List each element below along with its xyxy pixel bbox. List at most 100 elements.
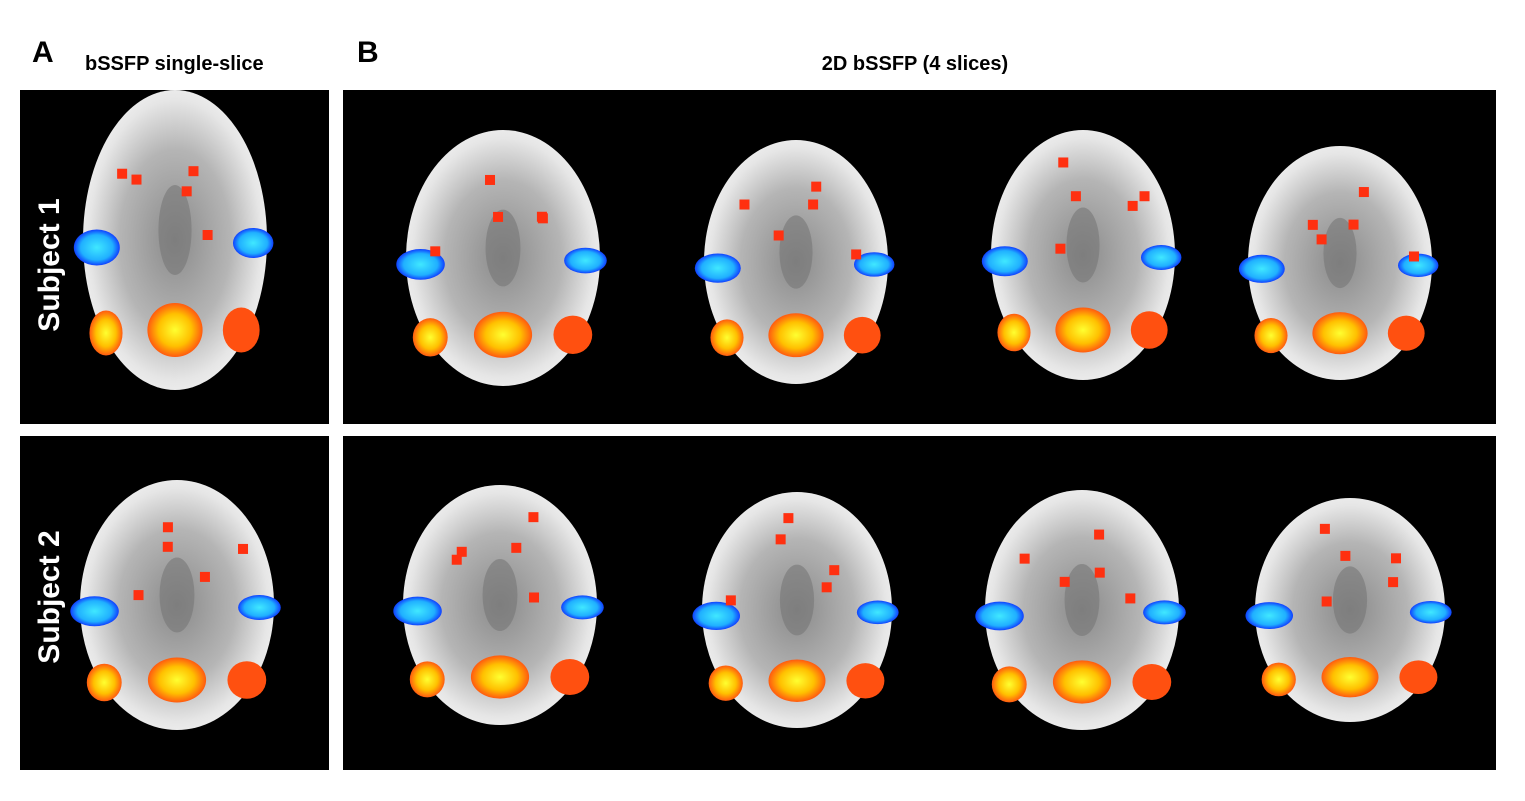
- ventricle: [482, 559, 518, 631]
- activation-blob: [89, 310, 123, 356]
- activation-voxel: [1307, 219, 1318, 230]
- activation-voxel: [1388, 577, 1399, 588]
- activation-voxel: [1019, 553, 1030, 564]
- deactivation-blob: [692, 601, 740, 631]
- activation-blob: [147, 657, 207, 703]
- activation-blob: [86, 663, 122, 702]
- ventricle: [779, 564, 815, 636]
- activation-voxel: [808, 199, 819, 210]
- activation-voxel: [202, 230, 213, 240]
- activation-voxel: [181, 186, 192, 197]
- activation-voxel: [775, 534, 786, 545]
- deactivation-blob: [70, 596, 119, 627]
- activation-blob: [1254, 317, 1288, 354]
- activation-voxel: [783, 513, 794, 524]
- activation-voxel: [162, 541, 173, 552]
- activation-blob: [553, 315, 593, 354]
- activation-blob: [768, 659, 826, 703]
- panel-letter: B: [357, 36, 379, 69]
- activation-voxel: [1408, 251, 1419, 262]
- activation-voxel: [829, 565, 840, 576]
- activation-voxel: [238, 543, 249, 554]
- ventricle: [1064, 564, 1100, 636]
- activation-blob: [997, 313, 1031, 352]
- ventricle: [159, 557, 195, 633]
- deactivation-blob: [1245, 602, 1293, 630]
- deactivation-blob: [694, 253, 741, 283]
- ventricle: [1066, 207, 1100, 283]
- activation-voxel: [1094, 529, 1105, 540]
- activation-voxel: [131, 174, 142, 185]
- brain-images: [70, 90, 1452, 730]
- activation-blob: [1399, 660, 1438, 694]
- activation-voxel: [1070, 191, 1081, 202]
- activation-blob: [222, 307, 260, 353]
- deactivation-blob: [981, 246, 1028, 277]
- row-label: Subject 2: [33, 530, 66, 663]
- activation-blob: [412, 318, 448, 357]
- row-label: Subject 1: [33, 198, 66, 331]
- activation-blob: [768, 313, 824, 358]
- deactivation-blob: [564, 247, 607, 274]
- activation-voxel: [536, 211, 547, 222]
- panel-title: 2D bSSFP (4 slices): [822, 53, 1008, 75]
- activation-blob: [470, 655, 530, 699]
- activation-voxel: [511, 542, 522, 553]
- activation-voxel: [188, 166, 199, 177]
- panel-letter: A: [32, 36, 54, 69]
- activation-blob: [1312, 312, 1368, 355]
- activation-voxel: [199, 571, 210, 582]
- activation-blob: [1387, 315, 1425, 351]
- activation-voxel: [1058, 157, 1069, 168]
- activation-blob: [710, 319, 744, 356]
- activation-voxel: [1321, 596, 1332, 607]
- activation-voxel: [1319, 523, 1330, 534]
- deactivation-blob: [561, 595, 604, 620]
- ventricle: [1332, 566, 1368, 634]
- activation-voxel: [1094, 567, 1105, 578]
- activation-voxel: [1391, 553, 1402, 564]
- panel-title: bSSFP single-slice: [85, 53, 264, 75]
- deactivation-blob: [232, 228, 274, 258]
- activation-voxel: [1127, 200, 1138, 211]
- ventricle: [1323, 217, 1357, 289]
- activation-voxel: [1125, 593, 1136, 604]
- activation-voxel: [1055, 243, 1066, 254]
- activation-voxel: [739, 199, 750, 210]
- ventricle: [158, 185, 192, 275]
- activation-blob: [1132, 664, 1172, 700]
- activation-voxel: [1139, 191, 1150, 202]
- activation-voxel: [456, 546, 467, 557]
- activation-voxel: [811, 181, 822, 192]
- activation-voxel: [528, 512, 539, 523]
- activation-blob: [843, 316, 881, 354]
- activation-voxel: [133, 590, 144, 601]
- activation-voxel: [117, 168, 128, 179]
- activation-voxel: [493, 211, 504, 222]
- activation-voxel: [773, 230, 784, 241]
- activation-voxel: [1059, 576, 1070, 587]
- deactivation-blob: [238, 595, 281, 620]
- activation-blob: [1321, 657, 1379, 698]
- activation-voxel: [430, 246, 441, 257]
- activation-blob: [708, 665, 743, 701]
- deactivation-blob: [73, 229, 120, 266]
- deactivation-blob: [1143, 600, 1186, 625]
- activation-voxel: [821, 582, 832, 593]
- deactivation-blob: [1397, 253, 1439, 278]
- activation-blob: [473, 311, 533, 358]
- deactivation-blob: [856, 600, 899, 625]
- activation-voxel: [1358, 187, 1369, 198]
- deactivation-blob: [1409, 601, 1452, 624]
- activation-voxel: [1340, 550, 1351, 561]
- activation-voxel: [162, 522, 173, 533]
- activation-blob: [147, 303, 203, 357]
- activation-blob: [991, 666, 1027, 703]
- activation-blob: [846, 663, 885, 699]
- activation-blob: [1055, 307, 1111, 353]
- activation-blob: [1052, 660, 1112, 704]
- activation-voxel: [485, 174, 496, 185]
- activation-blob: [1261, 662, 1296, 697]
- activation-blob: [550, 659, 590, 695]
